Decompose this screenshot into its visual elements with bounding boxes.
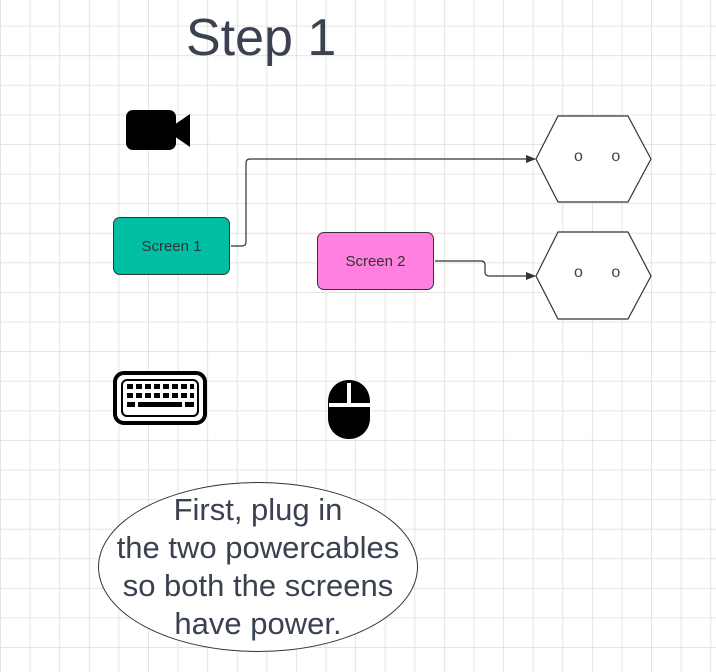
instruction-line: have power. — [174, 606, 342, 641]
instruction-line: the two powercables — [116, 530, 400, 565]
socket-1-label: o o — [574, 148, 633, 165]
connector-screen2-socket2[interactable] — [435, 260, 536, 280]
connector-screen1-socket1[interactable] — [231, 155, 536, 247]
screen-2-node[interactable]: Screen 2 — [317, 232, 434, 290]
keyboard-icon — [113, 371, 207, 425]
page-title: Step 1 — [186, 9, 337, 67]
socket-2-label: o o — [574, 264, 633, 281]
screen-1-node[interactable]: Screen 1 — [113, 217, 230, 275]
instruction-line: First, plug in — [173, 492, 343, 527]
instruction-line: so both the screens — [122, 568, 394, 603]
screen-2-label: Screen 2 — [345, 252, 406, 270]
mouse-icon — [328, 380, 370, 439]
instruction-bubble[interactable]: First, plug in the two powercables so bo… — [98, 482, 418, 652]
screen-1-label: Screen 1 — [141, 237, 202, 255]
power-socket-2[interactable] — [535, 231, 652, 320]
power-socket-1[interactable] — [535, 115, 652, 203]
video-camera-icon — [126, 110, 190, 150]
